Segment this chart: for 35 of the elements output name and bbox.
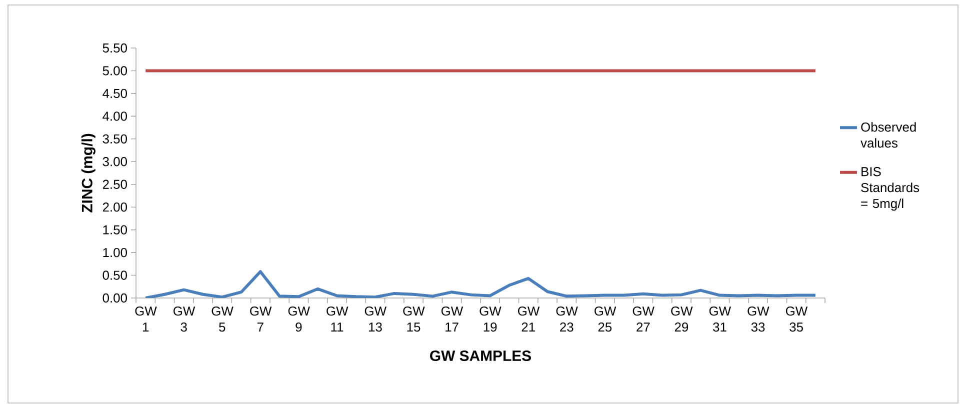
line-series bbox=[144, 270, 817, 298]
y-tick-label: 4.00 bbox=[102, 112, 127, 121]
y-tick-label: 3.50 bbox=[102, 134, 127, 144]
y-tick-label: 0.00 bbox=[102, 293, 127, 303]
x-tick-label: GW 3 bbox=[174, 306, 196, 332]
y-tick-label: 0.50 bbox=[102, 270, 127, 280]
x-tick-label: GW 17 bbox=[441, 306, 464, 332]
x-tick-label: GW 7 bbox=[250, 306, 272, 332]
y-tick-label: 3.00 bbox=[102, 157, 127, 166]
y-tick-label: 4.50 bbox=[102, 88, 127, 98]
x-tick-label: GW 13 bbox=[364, 306, 386, 332]
x-tick-label: GW 27 bbox=[632, 306, 654, 332]
x-tick-label: GW 33 bbox=[748, 306, 770, 332]
x-tick-label: GW 9 bbox=[288, 306, 310, 332]
x-tick-label: GW 5 bbox=[212, 306, 234, 332]
x-tick-label: GW 35 bbox=[786, 306, 808, 332]
legend-label: Observed values bbox=[860, 122, 916, 148]
x-tick-label: GW 1 bbox=[135, 306, 157, 332]
x-tick-label: GW 11 bbox=[326, 306, 348, 332]
x-tick-label: GW 29 bbox=[671, 306, 693, 332]
x-tick-label: GW 25 bbox=[594, 306, 616, 332]
y-tick-label: 1.50 bbox=[103, 225, 127, 234]
y-axis-title: ZINC (mg/l) bbox=[81, 134, 96, 212]
y-tick-label: 5.00 bbox=[102, 66, 127, 76]
x-axis-title: GW SAMPLES bbox=[430, 350, 531, 362]
x-tick-label: GW 15 bbox=[403, 306, 425, 332]
y-tick-label: 2.00 bbox=[102, 202, 127, 212]
x-tick-label: GW 31 bbox=[709, 306, 732, 332]
y-tick-label: 2.50 bbox=[102, 180, 127, 189]
y-tick-label: 1.00 bbox=[103, 248, 127, 258]
x-tick-label: GW 21 bbox=[518, 306, 540, 332]
y-tick-label: 5.50 bbox=[102, 43, 127, 53]
x-tick-label: GW 23 bbox=[556, 306, 578, 332]
x-tick-label: GW 19 bbox=[480, 306, 502, 332]
legend-label: BIS Standards = 5mg/l bbox=[861, 167, 920, 211]
